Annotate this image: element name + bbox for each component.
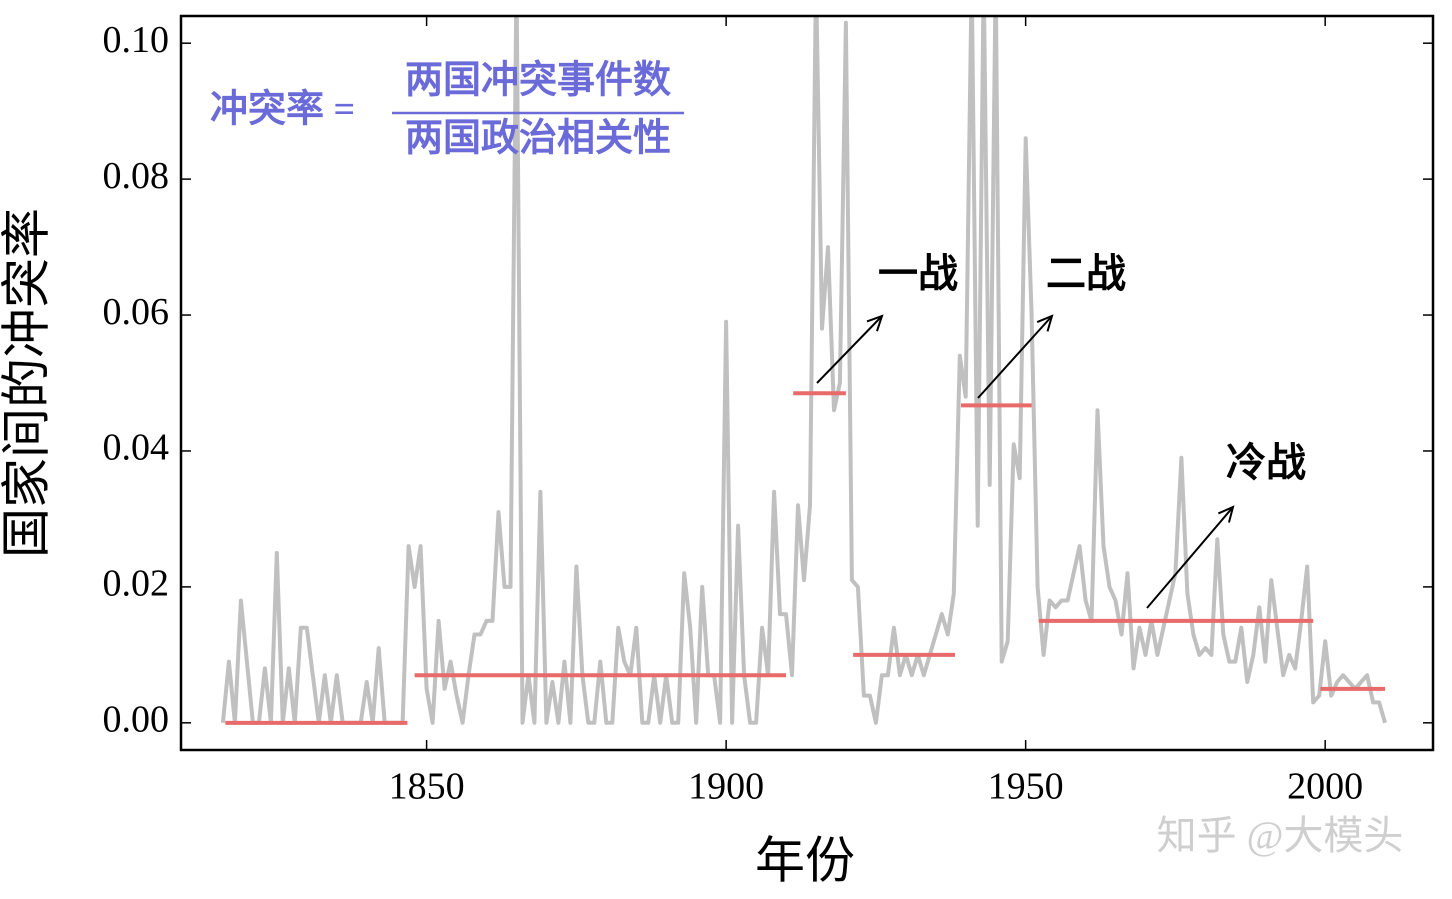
formula-denominator: 两国政治相关性	[405, 118, 671, 160]
y-axis-label: 国家间的冲突率	[0, 208, 54, 558]
x-axis-label: 年份	[755, 832, 855, 888]
annotation-label: 冷战	[1226, 440, 1306, 485]
plot-frame	[179, 14, 1435, 752]
plot-area	[220, 16, 1388, 725]
y-tick-label: 0.02	[103, 563, 170, 605]
series-line	[220, 16, 1388, 725]
arrow-head	[866, 314, 884, 332]
annotation-arrow	[1146, 506, 1234, 609]
y-tick-label: 0.10	[103, 19, 170, 61]
annotation-label: 一战	[878, 251, 958, 296]
annotation-label: 二战	[1046, 251, 1126, 296]
watermark: 知乎 @大模头	[1157, 813, 1404, 858]
x-tick-label: 2000	[1287, 766, 1363, 808]
y-tick-label: 0.08	[103, 155, 170, 197]
annotation-arrow	[816, 315, 883, 384]
y-tick-label: 0.04	[103, 427, 170, 469]
y-tick-label: 0.06	[103, 291, 170, 333]
formula-numerator: 两国冲突事件数	[405, 60, 671, 102]
x-tick-label: 1850	[389, 766, 465, 808]
x-tick-label: 1950	[988, 766, 1064, 808]
annotation-arrow	[977, 315, 1053, 399]
y-tick-label: 0.00	[103, 699, 170, 741]
arrow-head	[1036, 314, 1054, 332]
formula-lhs: 冲突率 =	[210, 89, 355, 131]
x-tick-label: 1900	[688, 766, 764, 808]
arrow-head	[1217, 505, 1235, 523]
